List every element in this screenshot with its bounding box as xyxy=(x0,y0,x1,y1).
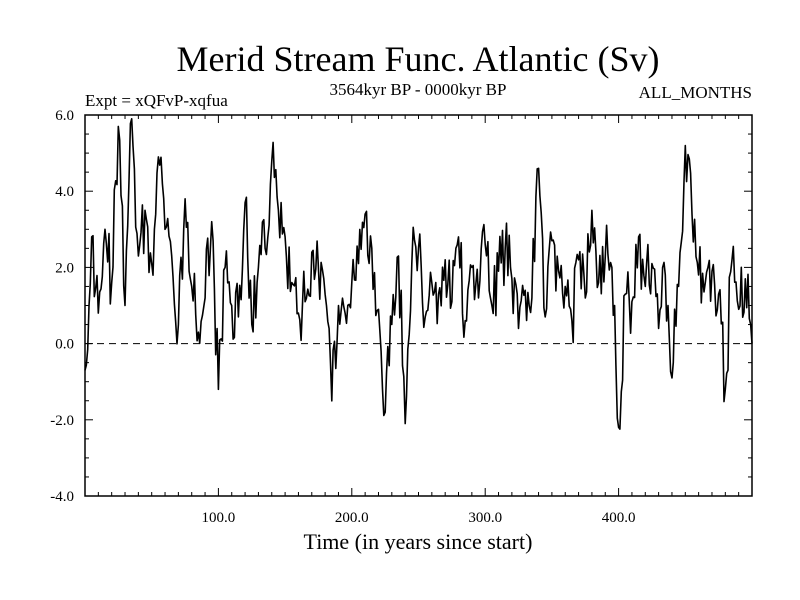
x-tick-label: 300.0 xyxy=(468,510,502,526)
x-tick-label: 200.0 xyxy=(335,510,369,526)
period-label: 3564kyr BP - 0000kyr BP xyxy=(330,80,507,99)
plot-area xyxy=(84,114,753,497)
chart-title: Merid Stream Func. Atlantic (Sv) xyxy=(177,39,660,79)
y-tick-label: 4.0 xyxy=(55,184,74,200)
x-axis-title: Time (in years since start) xyxy=(304,529,533,554)
x-tick-label: 100.0 xyxy=(202,510,236,526)
y-tick-label: 6.0 xyxy=(55,108,74,124)
months-label: ALL_MONTHS xyxy=(639,83,752,102)
y-tick-label: 2.0 xyxy=(55,260,74,276)
y-tick-label: -4.0 xyxy=(50,489,74,505)
series-line xyxy=(84,118,753,430)
y-tick-label: 0.0 xyxy=(55,337,74,353)
x-tick-label: 400.0 xyxy=(602,510,636,526)
y-tick-label: -2.0 xyxy=(50,413,74,429)
experiment-label: Expt = xQFvP-xqfua xyxy=(85,91,228,110)
axis-ticks xyxy=(85,114,752,497)
x-tick-labels: 100.0 200.0 300.0 400.0 xyxy=(202,510,636,526)
y-tick-labels: 6.0 4.0 2.0 0.0 -2.0 -4.0 xyxy=(50,108,74,505)
